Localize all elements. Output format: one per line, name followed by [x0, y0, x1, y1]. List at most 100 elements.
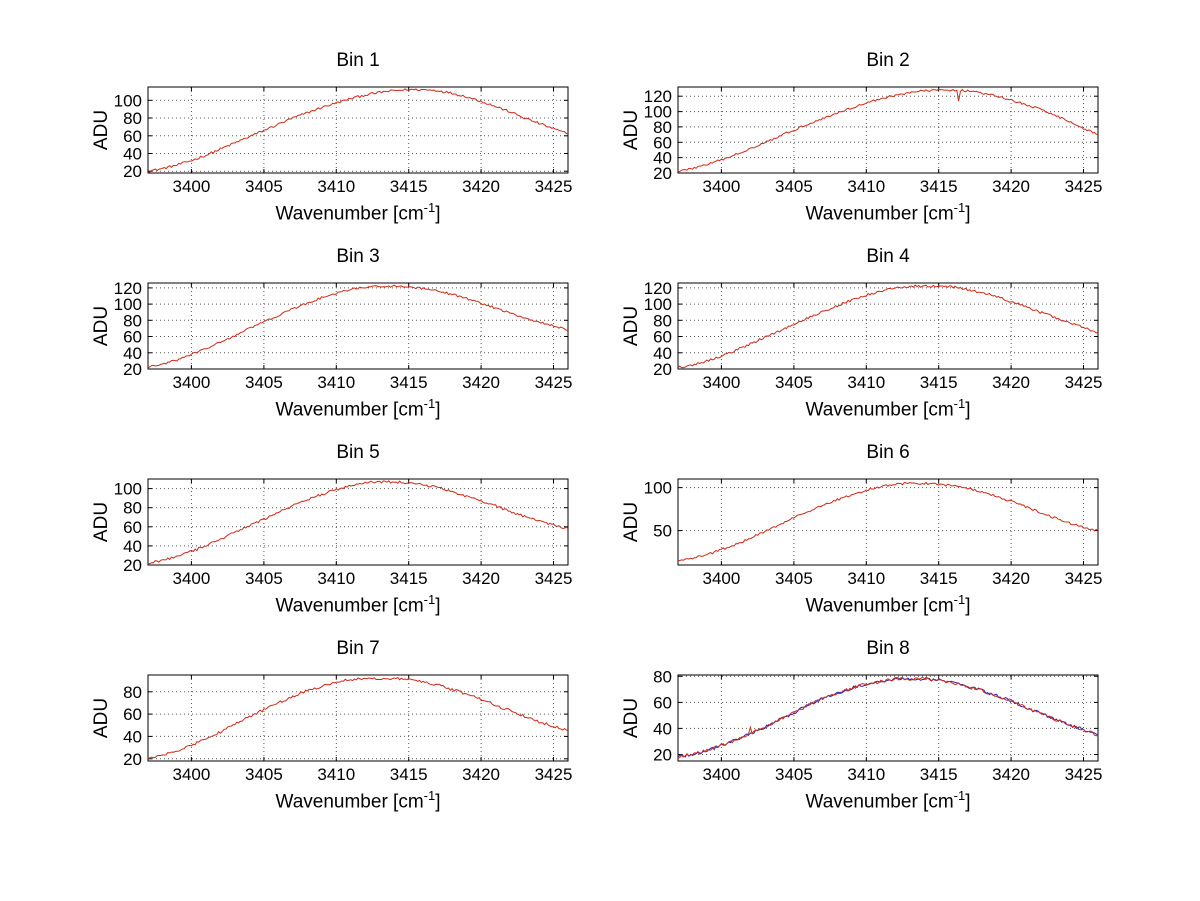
x-tick-label: 3405 [775, 765, 813, 784]
plot-title: Bin 4 [866, 246, 910, 267]
spectrum-line [677, 88, 1099, 173]
x-tick-label: 3400 [702, 569, 740, 588]
subplot-bin-8: Bin 8 ADU 3400 3405 3410 3415 3420 3425 20 40 60… [600, 636, 1125, 832]
y-tick-label: 60 [123, 705, 142, 724]
y-tick-label: 80 [653, 311, 672, 330]
subplot-bin-7: Bin 7 ADU 3400 3405 3410 3415 3420 3425 20 40 60… [70, 636, 595, 832]
x-tick-label: 3410 [847, 177, 885, 196]
x-tick-label: 3425 [535, 177, 573, 196]
plot-area: 3400 3405 3410 3415 3420 3425 20 40 60 80 [653, 670, 1103, 784]
x-tick-label: 3405 [245, 765, 283, 784]
x-axis-label: Wavenumber [cm-1] [275, 788, 441, 813]
x-tick-label: 3425 [1065, 177, 1103, 196]
subplot-bin-1: Bin 1 ADU 3400 3405 3410 3415 3420 3425 20 40 60… [70, 48, 595, 244]
y-tick-label: 80 [123, 311, 142, 330]
x-tick-label: 3410 [847, 765, 885, 784]
x-tick-label: 3420 [992, 765, 1030, 784]
superscript: -1 [953, 396, 966, 411]
subplot-bin-4: Bin 4 ADU 3400 3405 3410 3415 3420 3425 20 40 60… [600, 244, 1125, 440]
x-tick-label: 3420 [462, 177, 500, 196]
x-tick-label: 3410 [847, 373, 885, 392]
y-tick-label: 20 [653, 164, 672, 183]
subplot-bin-5: Bin 5 ADU 3400 3405 3410 3415 3420 3425 20 40 60… [70, 440, 595, 636]
x-tick-label: 3405 [775, 177, 813, 196]
x-tick-label: 3415 [920, 177, 958, 196]
plot-title: Bin 5 [336, 442, 380, 463]
x-axis-label: Wavenumber [cm-1] [275, 396, 441, 421]
plot-title: Bin 7 [336, 638, 380, 659]
x-axis-label: Wavenumber [cm-1] [805, 592, 971, 617]
x-tick-label: 3405 [775, 569, 813, 588]
x-tick-label: 3400 [172, 569, 210, 588]
x-tick-label: 3425 [1065, 373, 1103, 392]
y-tick-label: 120 [644, 279, 672, 298]
x-tick-label: 3420 [462, 373, 500, 392]
spectrum-line [147, 284, 569, 369]
y-tick-label: 60 [653, 133, 672, 152]
y-tick-label: 60 [653, 328, 672, 347]
y-tick-label: 80 [123, 499, 142, 518]
x-tick-label: 3420 [992, 373, 1030, 392]
y-tick-label: 80 [653, 118, 672, 137]
x-tick-label: 3405 [775, 373, 813, 392]
plot-title: Bin 1 [336, 50, 380, 71]
plot-title: Bin 3 [336, 246, 380, 267]
spectrum-line [147, 676, 569, 760]
y-tick-label: 60 [123, 518, 142, 537]
y-tick-label: 20 [123, 556, 142, 575]
x-tick-label: 3410 [847, 569, 885, 588]
x-tick-label: 3425 [535, 569, 573, 588]
x-tick-label: 3425 [535, 373, 573, 392]
plot-area: 3400 3405 3410 3415 3420 3425 50 100 [644, 478, 1103, 588]
x-tick-label: 3425 [535, 765, 573, 784]
x-axis-label: Wavenumber [cm-1] [805, 200, 971, 225]
axis-box [677, 282, 1099, 370]
x-tick-label: 3410 [317, 373, 355, 392]
superscript: -1 [423, 788, 436, 803]
x-tick-label: 3405 [245, 177, 283, 196]
y-tick-label: 40 [123, 727, 142, 746]
y-tick-label: 40 [653, 149, 672, 168]
x-tick-label: 3415 [390, 373, 428, 392]
spectrum-line [677, 284, 1099, 369]
axis-box [147, 478, 569, 566]
y-tick-label: 20 [653, 360, 672, 379]
y-tick-label: 100 [114, 91, 142, 110]
y-tick-label: 100 [644, 103, 672, 122]
x-tick-label: 3415 [920, 373, 958, 392]
subplot-bin-3: Bin 3 ADU 3400 3405 3410 3415 3420 3425 20 40 60… [70, 244, 595, 440]
x-tick-label: 3415 [920, 765, 958, 784]
x-tick-label: 3425 [1065, 765, 1103, 784]
axis-box [147, 282, 569, 370]
y-tick-label: 80 [123, 683, 142, 702]
y-tick-label: 100 [114, 480, 142, 499]
x-tick-label: 3400 [172, 177, 210, 196]
x-tick-label: 3410 [317, 177, 355, 196]
y-tick-label: 120 [114, 279, 142, 298]
y-tick-label: 20 [123, 750, 142, 769]
spectrum-red-line [677, 676, 1099, 759]
y-tick-label: 80 [123, 109, 142, 128]
x-tick-label: 3415 [920, 569, 958, 588]
x-tick-label: 3425 [1065, 569, 1103, 588]
x-tick-label: 3415 [390, 177, 428, 196]
x-tick-label: 3420 [992, 569, 1030, 588]
plot-area: 3400 3405 3410 3415 3420 3425 20 40 60 80 [123, 674, 573, 784]
y-tick-label: 20 [123, 162, 142, 181]
subplot-bin-6: Bin 6 ADU 3400 3405 3410 3415 3420 3425 50 100 … [600, 440, 1125, 636]
superscript: -1 [953, 592, 966, 607]
y-tick-label: 40 [653, 719, 672, 738]
y-tick-label: 60 [123, 127, 142, 146]
plot-title: Bin 8 [866, 638, 910, 659]
spectrum-line [147, 88, 569, 173]
axis-box [147, 86, 569, 174]
x-axis-label: Wavenumber [cm-1] [805, 788, 971, 813]
x-tick-label: 3400 [172, 765, 210, 784]
y-tick-label: 100 [644, 479, 672, 498]
x-tick-label: 3400 [702, 177, 740, 196]
subplot-bin-2: Bin 2 ADU 3400 3405 3410 3415 3420 3425 20 40 60… [600, 48, 1125, 244]
